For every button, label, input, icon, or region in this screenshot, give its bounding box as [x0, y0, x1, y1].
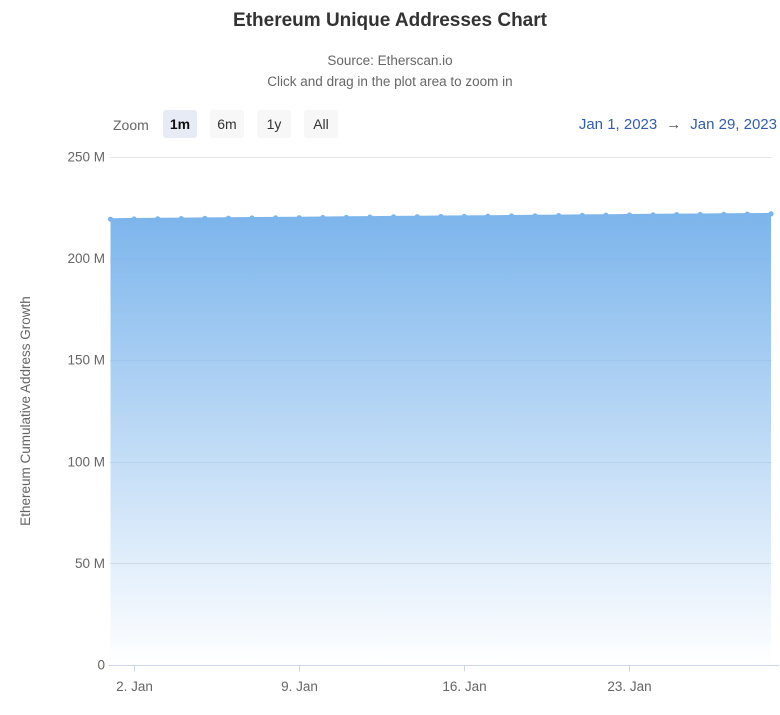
x-tick-label: 23. Jan	[607, 679, 651, 694]
y-tick-label: 50 M	[75, 556, 105, 571]
y-tick-label: 0	[97, 658, 105, 673]
x-tick-label: 9. Jan	[281, 679, 318, 694]
y-tick-label: 250 M	[67, 150, 105, 165]
range-from-date[interactable]: Jan 1, 2023	[578, 116, 658, 133]
zoom-button-all[interactable]: All	[304, 110, 338, 138]
zoom-button-1m[interactable]: 1m	[163, 110, 197, 138]
range-to-date[interactable]: Jan 29, 2023	[690, 116, 777, 133]
zoom-button-6m[interactable]: 6m	[210, 110, 244, 138]
x-tick-label: 16. Jan	[442, 679, 486, 694]
y-tick-label: 200 M	[67, 251, 105, 266]
y-tick-label: 100 M	[67, 454, 105, 469]
y-axis-title: Ethereum Cumulative Address Growth	[18, 296, 33, 526]
plot-area[interactable]	[110, 157, 771, 665]
chart-subtitle-source: Source: Etherscan.io	[327, 53, 453, 68]
date-range: Jan 1, 2023 → Jan 29, 2023	[579, 116, 777, 133]
page-title: Ethereum Unique Addresses Chart	[233, 10, 547, 31]
chart-subtitle-hint: Click and drag in the plot area to zoom …	[267, 74, 513, 89]
y-tick-label: 150 M	[67, 353, 105, 368]
arrow-right-icon: →	[666, 116, 682, 133]
zoom-button-1y[interactable]: 1y	[257, 110, 291, 138]
x-tick-label: 2. Jan	[116, 679, 153, 694]
zoom-label: Zoom	[113, 117, 149, 133]
